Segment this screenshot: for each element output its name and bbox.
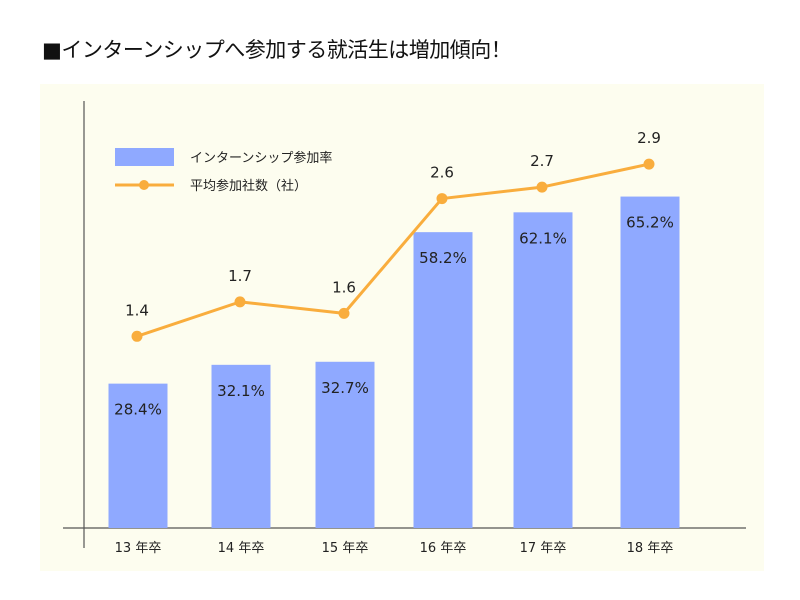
x-tick-label: 17 年卒 bbox=[520, 541, 567, 556]
x-tick-label: 14 年卒 bbox=[218, 541, 265, 556]
legend-label-bar: インターンシップ参加率 bbox=[190, 150, 332, 166]
legend-swatch-bar bbox=[115, 148, 174, 166]
line-value-label: 1.6 bbox=[332, 278, 356, 296]
line-value-label: 2.7 bbox=[530, 152, 554, 170]
line-value-label: 1.7 bbox=[228, 267, 252, 285]
line-point bbox=[643, 158, 655, 170]
line-point bbox=[536, 181, 548, 193]
line-point bbox=[234, 296, 246, 308]
bar bbox=[108, 383, 168, 528]
line-value-label: 2.6 bbox=[430, 164, 454, 182]
bar bbox=[513, 212, 573, 528]
line-value-label: 1.4 bbox=[125, 301, 149, 319]
legend: インターンシップ参加率 平均参加社数（社） bbox=[115, 148, 332, 194]
line-value-label: 2.9 bbox=[637, 129, 661, 147]
bar bbox=[620, 196, 680, 529]
bar bbox=[211, 364, 271, 528]
x-tick-label: 16 年卒 bbox=[420, 541, 467, 556]
bar-value-label: 32.1% bbox=[217, 382, 265, 400]
legend-label-line: 平均参加社数（社） bbox=[190, 178, 307, 194]
line-point bbox=[436, 193, 448, 205]
bar-value-label: 58.2% bbox=[419, 249, 467, 267]
bar-value-label: 65.2% bbox=[626, 214, 674, 232]
chart-title: ■インターンシップへ参加する就活生は増加傾向！ bbox=[42, 38, 512, 62]
x-tick-label: 15 年卒 bbox=[322, 541, 369, 556]
bar bbox=[315, 361, 375, 528]
line-series bbox=[136, 162, 650, 338]
x-tick-label: 18 年卒 bbox=[627, 541, 674, 556]
bar-value-label: 32.7% bbox=[321, 379, 369, 397]
x-tick-label: 13 年卒 bbox=[115, 541, 162, 556]
bar bbox=[413, 232, 473, 528]
line-point bbox=[338, 307, 350, 319]
legend-swatch-marker bbox=[139, 180, 149, 190]
bar-value-label: 28.4% bbox=[114, 401, 162, 419]
bar-value-label: 62.1% bbox=[519, 229, 567, 247]
line-point bbox=[131, 330, 143, 342]
